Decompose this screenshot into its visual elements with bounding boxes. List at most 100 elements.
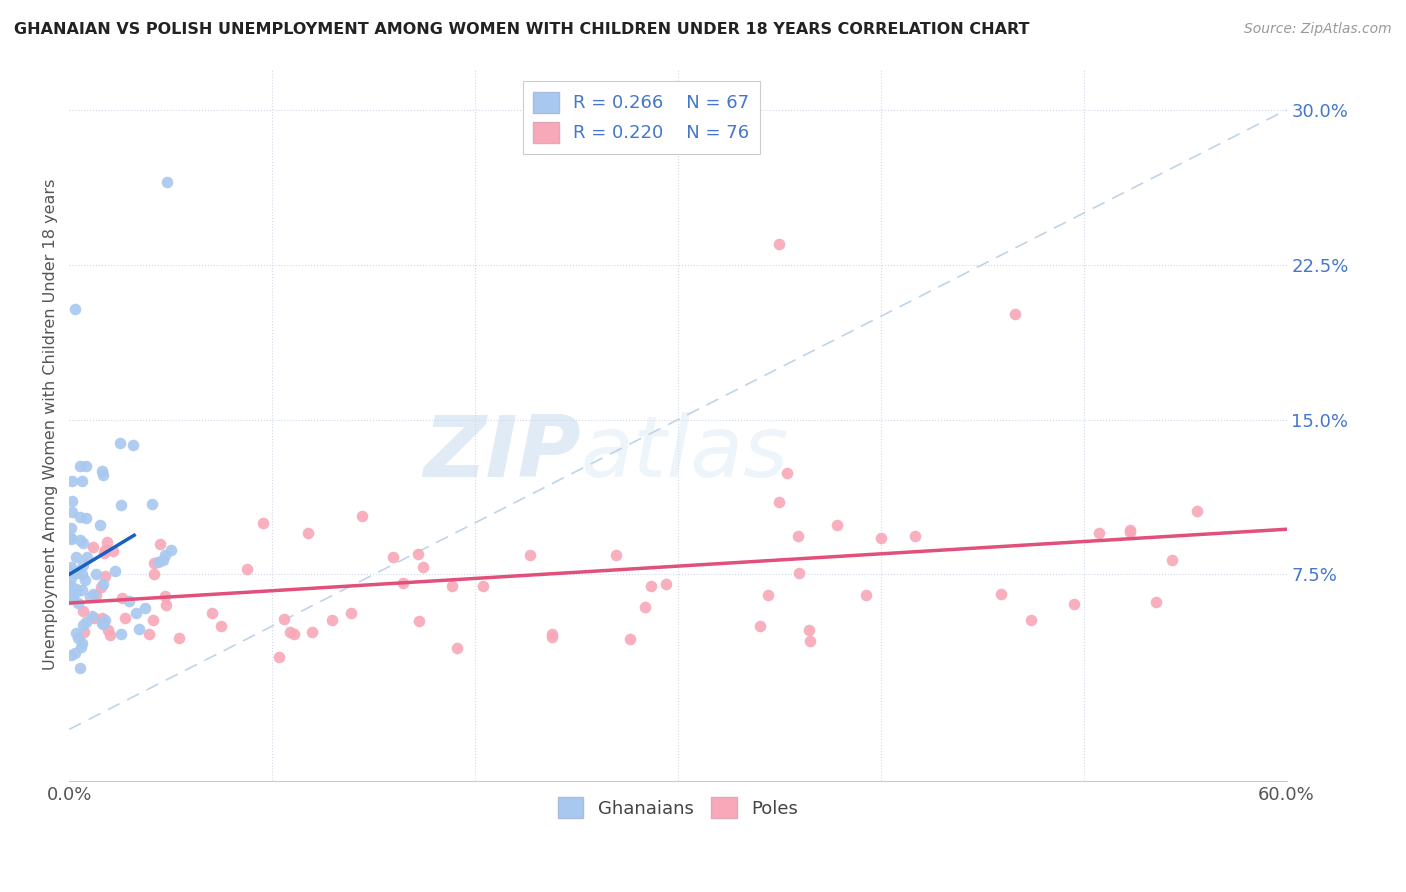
Point [269, 649, 291, 664]
Point [155, 589, 177, 603]
Point [110, 498, 132, 512]
Point [67, 596, 90, 610]
Point [297, 525, 319, 540]
Point [75, 459, 97, 474]
Point [787, 566, 810, 580]
Point [91, 576, 114, 591]
Point [110, 627, 132, 641]
Point [90, 464, 112, 478]
Point [72, 624, 94, 639]
Point [114, 611, 136, 625]
Point [440, 579, 463, 593]
Point [60, 475, 83, 489]
Point [776, 466, 799, 480]
Point [60, 592, 83, 607]
Point [98, 628, 121, 642]
Point [201, 606, 224, 620]
Point [619, 632, 641, 646]
Point [235, 562, 257, 576]
Point [138, 626, 160, 640]
Point [69, 533, 91, 547]
Point [124, 607, 146, 621]
Point [90, 580, 112, 594]
Point [148, 555, 170, 569]
Point [89, 518, 111, 533]
Point [352, 508, 374, 523]
Point [69, 640, 91, 654]
Point [60, 532, 83, 546]
Point [70, 636, 93, 650]
Point [339, 607, 361, 621]
Point [408, 614, 430, 628]
Text: atlas: atlas [581, 412, 789, 495]
Point [519, 548, 541, 562]
Point [69, 661, 91, 675]
Point [111, 591, 134, 606]
Point [787, 528, 810, 542]
Point [605, 548, 627, 562]
Point [72, 558, 94, 572]
Point [640, 579, 662, 593]
Point [321, 613, 343, 627]
Point [1119, 525, 1142, 540]
Point [82, 587, 104, 601]
Point [768, 237, 790, 252]
Point [103, 544, 125, 558]
Point [142, 613, 165, 627]
Point [541, 631, 564, 645]
Point [82, 609, 104, 624]
Point [768, 495, 790, 509]
Point [62, 590, 84, 604]
Point [142, 556, 165, 570]
Text: ZIP: ZIP [423, 412, 581, 495]
Point [799, 623, 821, 637]
Point [756, 588, 779, 602]
Point [76, 549, 98, 564]
Point [104, 564, 127, 578]
Point [1185, 504, 1208, 518]
Point [825, 518, 848, 533]
Point [209, 619, 232, 633]
Point [79, 590, 101, 604]
Point [60, 493, 83, 508]
Point [142, 566, 165, 581]
Point [72, 567, 94, 582]
Point [278, 625, 301, 640]
Point [86, 588, 108, 602]
Point [60, 579, 83, 593]
Point [159, 543, 181, 558]
Point [799, 633, 821, 648]
Point [156, 175, 179, 189]
Point [134, 600, 156, 615]
Point [60, 531, 83, 545]
Point [121, 437, 143, 451]
Point [1088, 525, 1111, 540]
Point [75, 615, 97, 629]
Point [75, 511, 97, 525]
Point [108, 436, 131, 450]
Point [118, 593, 141, 607]
Point [66, 584, 89, 599]
Point [72, 618, 94, 632]
Point [1144, 595, 1167, 609]
Point [540, 626, 562, 640]
Point [167, 631, 190, 645]
Point [634, 599, 657, 614]
Point [60, 648, 83, 662]
Point [1161, 553, 1184, 567]
Point [1004, 307, 1026, 321]
Point [252, 516, 274, 531]
Point [69, 510, 91, 524]
Point [72, 535, 94, 549]
Point [96, 534, 118, 549]
Point [65, 550, 87, 565]
Point [67, 632, 90, 646]
Point [301, 625, 323, 640]
Point [1119, 523, 1142, 537]
Point [90, 610, 112, 624]
Point [60, 559, 83, 574]
Point [1063, 597, 1085, 611]
Point [870, 531, 893, 545]
Point [406, 548, 429, 562]
Point [60, 563, 83, 577]
